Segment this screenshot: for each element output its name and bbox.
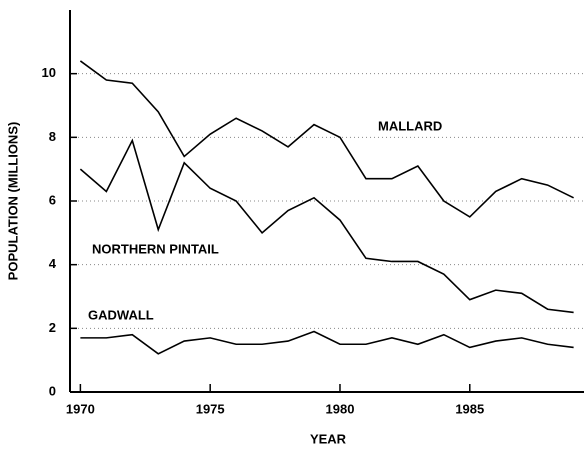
y-tick-label: 8: [49, 129, 56, 144]
y-tick-label: 0: [49, 383, 56, 398]
series-label: NORTHERN PINTAIL: [92, 241, 219, 256]
y-tick-label: 10: [42, 65, 56, 80]
y-tick-label: 4: [49, 256, 57, 271]
series-label: MALLARD: [378, 118, 442, 133]
series-line: [79, 138, 574, 314]
series-line: [79, 60, 574, 218]
x-tick-label: 1985: [455, 401, 484, 416]
x-axis-label: YEAR: [310, 431, 347, 446]
x-tick-label: 1980: [326, 401, 355, 416]
x-tick-label: 1970: [66, 401, 95, 416]
series-line: [80, 330, 574, 355]
series-label: GADWALL: [88, 307, 154, 322]
x-tick-label: 1975: [196, 401, 225, 416]
y-axis-label: POPULATION (MILLIONS): [5, 122, 20, 281]
y-tick-label: 2: [49, 320, 56, 335]
y-tick-label: 6: [49, 192, 56, 207]
